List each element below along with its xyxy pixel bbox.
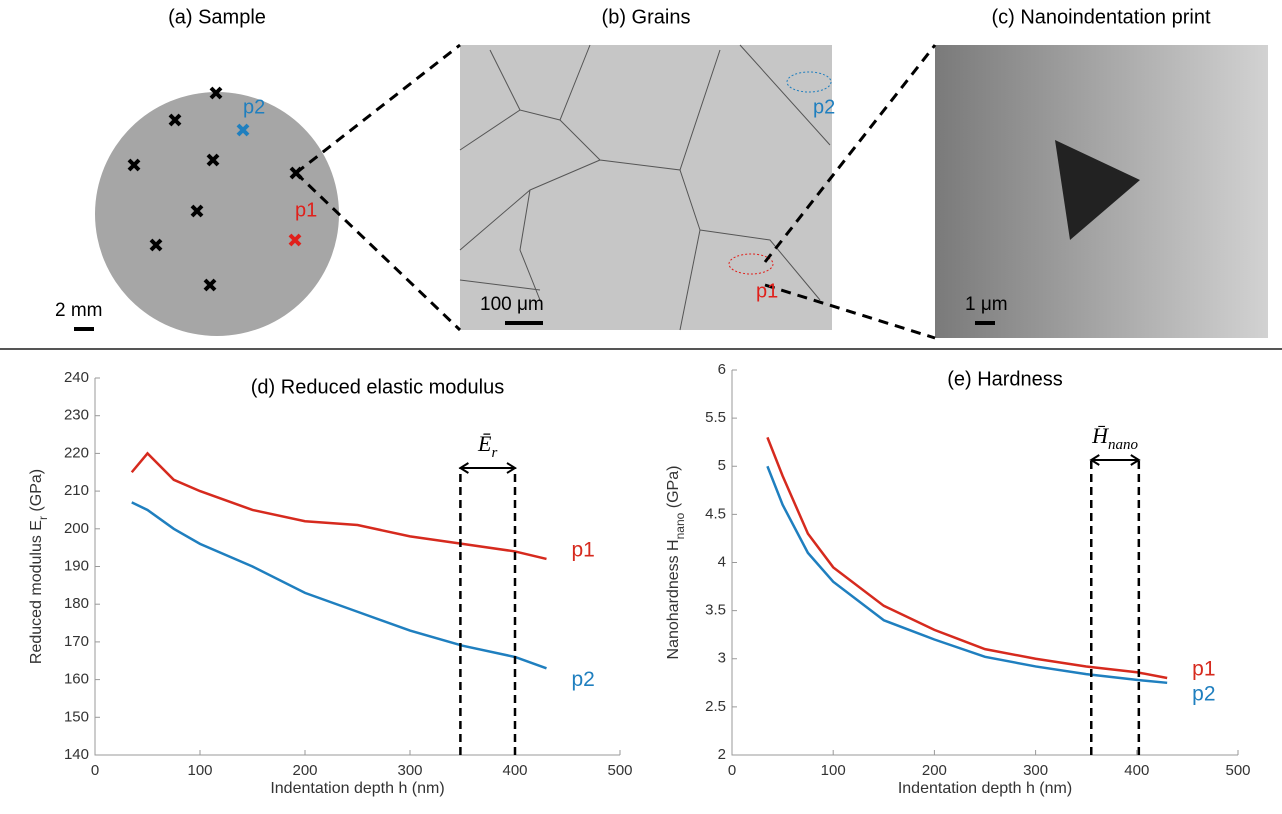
range-label-main: H̄ xyxy=(1091,423,1109,448)
x-axis-label: Indentation depth h (nm) xyxy=(898,780,1072,797)
series-line xyxy=(767,437,1167,678)
panel-title: (c) Nanoindentation print xyxy=(991,6,1210,28)
series-label: p2 xyxy=(572,668,595,691)
y-axis-label-part: nano xyxy=(673,512,687,539)
scale-label: 2 mm xyxy=(55,300,103,321)
scale-label: 1 μm xyxy=(965,294,1008,315)
x-tick-label: 500 xyxy=(1225,762,1250,779)
x-tick-label: 300 xyxy=(1023,762,1048,779)
chart-title: (e) Hardness xyxy=(947,368,1063,390)
y-tick-label: 4 xyxy=(718,553,726,570)
point-label: p1 xyxy=(756,280,778,302)
range-label-main: Ē xyxy=(477,431,492,456)
y-tick-label: 5 xyxy=(718,457,726,474)
point-label: p2 xyxy=(243,96,265,118)
y-tick-label: 3 xyxy=(718,650,726,667)
y-axis-label-part: Nanohardness H xyxy=(665,539,682,659)
series-line xyxy=(132,453,547,559)
y-tick-label: 140 xyxy=(64,746,89,763)
range-arrow xyxy=(1091,455,1139,465)
panel-title: (a) Sample xyxy=(168,6,266,28)
y-axis-label-part: Reduced modulus E xyxy=(28,520,45,664)
y-tick-label: 6 xyxy=(718,361,726,378)
x-axis-label: Indentation depth h (nm) xyxy=(270,780,444,797)
series-line xyxy=(132,502,547,668)
range-label-sub: nano xyxy=(1108,437,1139,453)
y-tick-label: 210 xyxy=(64,482,89,499)
y-tick-label: 2 xyxy=(718,746,726,763)
series-line xyxy=(767,466,1167,683)
range-label: Ēr xyxy=(477,431,497,461)
x-tick-label: 400 xyxy=(502,762,527,779)
y-tick-label: 4.5 xyxy=(705,505,726,522)
y-tick-label: 200 xyxy=(64,520,89,537)
y-axis-label-part: (GPa) xyxy=(28,469,45,516)
x-tick-label: 0 xyxy=(91,762,99,779)
point-label: p1 xyxy=(295,199,317,221)
panel-title: (b) Grains xyxy=(602,6,691,28)
y-tick-label: 220 xyxy=(64,444,89,461)
x-tick-label: 0 xyxy=(728,762,736,779)
y-tick-label: 150 xyxy=(64,708,89,725)
y-tick-label: 190 xyxy=(64,557,89,574)
scale-label: 100 μm xyxy=(480,294,544,315)
x-tick-label: 200 xyxy=(922,762,947,779)
series-label: p1 xyxy=(1192,658,1215,681)
y-axis-label: Reduced modulus Er (GPa) xyxy=(28,469,50,664)
x-tick-label: 400 xyxy=(1124,762,1149,779)
series-label: p1 xyxy=(572,539,595,562)
y-tick-label: 180 xyxy=(64,595,89,612)
series-label: p2 xyxy=(1192,682,1215,705)
figure: (a) Sample2 mmp2p1(b) Grains100 μmp2p1(c… xyxy=(0,0,1282,809)
x-tick-label: 100 xyxy=(821,762,846,779)
point-label: p2 xyxy=(813,96,835,118)
axes xyxy=(95,378,620,755)
x-tick-label: 100 xyxy=(187,762,212,779)
x-tick-label: 500 xyxy=(607,762,632,779)
y-tick-label: 5.5 xyxy=(705,409,726,426)
x-tick-label: 300 xyxy=(397,762,422,779)
y-axis-label-part: (GPa) xyxy=(665,466,682,513)
y-tick-label: 3.5 xyxy=(705,602,726,619)
y-tick-label: 160 xyxy=(64,671,89,688)
range-arrow xyxy=(460,463,515,473)
y-tick-label: 240 xyxy=(64,369,89,386)
y-tick-label: 170 xyxy=(64,633,89,650)
range-label-sub: r xyxy=(492,445,498,461)
range-label: H̄nano xyxy=(1091,423,1138,453)
chart-title: (d) Reduced elastic modulus xyxy=(251,376,504,398)
y-tick-label: 230 xyxy=(64,407,89,424)
y-axis-label: Nanohardness Hnano (GPa) xyxy=(665,466,687,660)
axes xyxy=(732,370,1238,755)
x-tick-label: 200 xyxy=(292,762,317,779)
y-tick-label: 2.5 xyxy=(705,698,726,715)
